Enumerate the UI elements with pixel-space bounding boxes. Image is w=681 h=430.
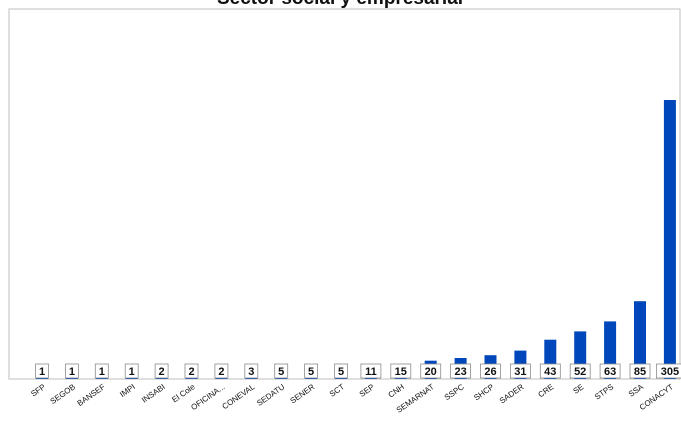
value-label-box-13 [420,363,442,379]
value-label-15: 26 [484,366,496,378]
value-label-box-19 [599,363,621,379]
value-label-7: 3 [248,366,254,378]
value-label-2: 1 [99,366,105,378]
category-label-18: SE [571,382,585,395]
value-label-box-3 [124,363,139,379]
category-label-9: SENER [289,382,317,405]
category-label-1: SEGOB [49,382,77,406]
bar-1 [65,378,78,379]
value-label-10: 5 [338,366,344,378]
chart-title: Sector social y empresarial [217,0,463,9]
category-label-21: CONACYT [638,382,675,412]
value-label-12: 15 [395,366,407,378]
value-label-9: 5 [308,366,314,378]
category-label-17: CRE [536,382,555,399]
value-label-box-0 [35,363,49,379]
value-label-0: 1 [39,366,45,378]
category-label-8: SEDATU [255,382,286,408]
value-label-box-18 [569,363,591,379]
category-label-6: OFICINA... [189,382,226,412]
value-label-box-10 [334,363,348,379]
value-label-box-12 [390,363,412,379]
value-label-box-11 [360,363,382,379]
category-label-2: BANSEF [76,382,107,408]
bar-20 [634,301,646,379]
value-label-5: 2 [188,366,194,378]
value-label-4: 2 [159,366,165,378]
value-label-box-16 [509,363,531,379]
bar-21 [663,100,676,379]
plot-frame [8,8,681,380]
value-label-box-5 [184,363,199,379]
value-label-17: 43 [544,366,556,378]
value-label-3: 1 [129,366,135,378]
bar-3 [125,378,138,379]
value-labels-group: 1 1 1 1 2 2 2 3 5 5 5 11 15 20 23 26 31 43 52 63 85 305 [35,363,681,379]
category-label-16: SADER [498,382,526,405]
value-label-box-15 [480,363,501,379]
category-label-3: IMPI [118,382,137,399]
category-label-4: INSABI [140,382,167,404]
value-label-19: 63 [604,366,616,378]
value-label-box-8 [274,363,289,379]
value-label-box-7 [244,363,259,379]
category-label-20: SSA [627,382,646,399]
bar-0 [36,378,48,379]
category-label-11: SEP [358,382,376,399]
category-label-12: CNH [387,382,407,399]
value-label-box-1 [65,363,79,379]
value-label-box-14 [450,363,472,379]
value-label-1: 1 [69,366,75,378]
value-label-6: 2 [218,366,224,378]
bar-2 [95,378,108,379]
value-label-20: 85 [634,366,646,378]
category-label-19: STPS [593,382,615,401]
value-label-11: 11 [365,366,377,378]
value-label-8: 5 [278,366,284,378]
category-label-15: SHCP [472,382,495,402]
value-label-16: 31 [514,366,526,378]
category-label-7: CONEVAL [220,382,256,411]
value-label-box-17 [539,363,561,379]
value-label-14: 23 [454,366,466,378]
category-label-14: SSPC [443,382,466,402]
value-label-box-20 [629,363,651,379]
category-label-0: SFP [29,382,47,398]
value-label-box-21 [656,363,681,379]
value-label-18: 52 [574,366,586,378]
value-label-13: 20 [425,366,437,378]
value-label-box-6 [214,363,229,379]
value-label-21: 305 [661,366,679,378]
value-label-box-9 [304,363,319,379]
bars-group [36,100,676,379]
category-label-10: SCT [328,382,346,399]
value-label-box-4 [154,363,169,379]
value-label-box-2 [94,363,109,379]
